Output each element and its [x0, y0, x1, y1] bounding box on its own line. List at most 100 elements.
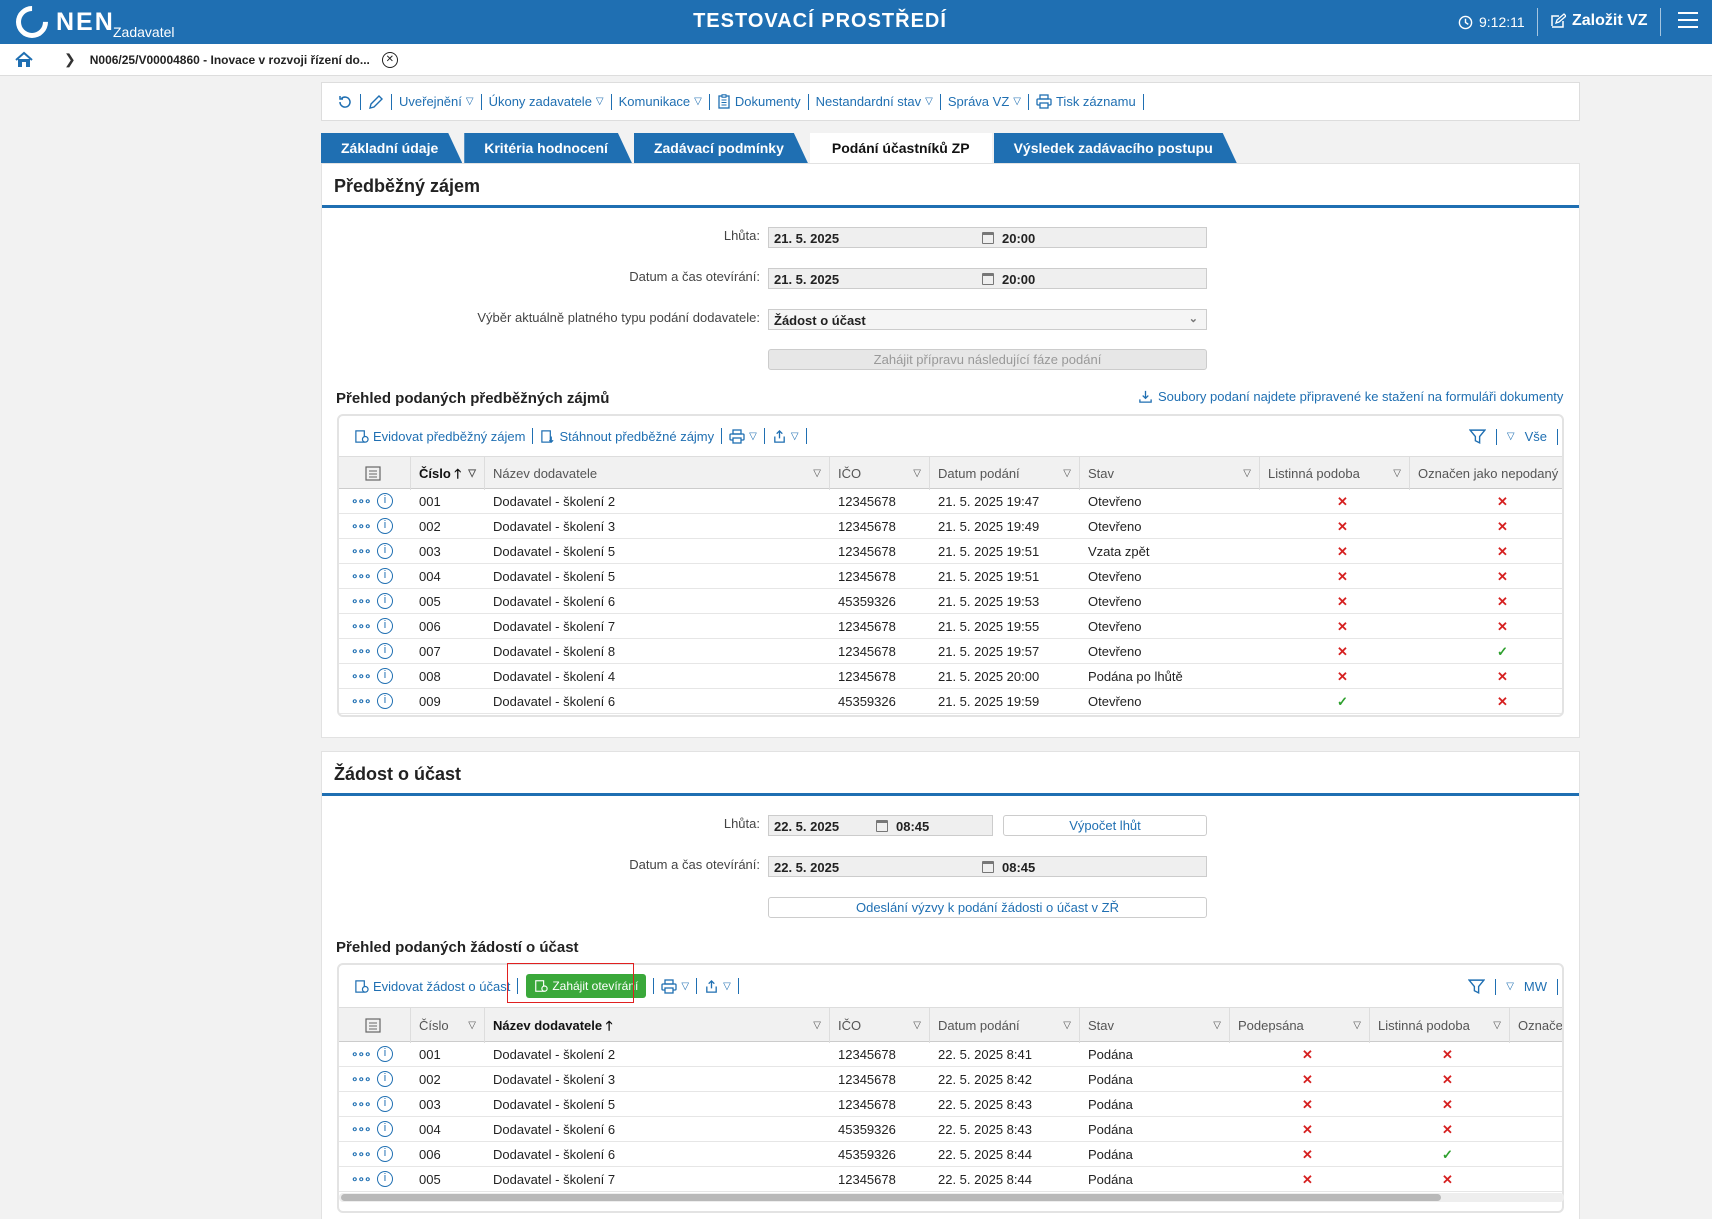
- table-row[interactable]: ∘∘∘ i 001 Dodavatel - školení 2 12345678 21. …: [339, 489, 1562, 514]
- create-contract-button[interactable]: Založit VZ: [1550, 12, 1648, 30]
- calculate-deadlines-button[interactable]: Výpočet lhůt: [1003, 815, 1207, 836]
- table-row[interactable]: ∘∘∘ i 004 Dodavatel - školení 6 45359326 22. …: [339, 1117, 1562, 1142]
- column-header-date[interactable]: Datum podání ▽: [930, 1008, 1080, 1043]
- info-icon[interactable]: i: [377, 693, 393, 709]
- calendar-icon[interactable]: [982, 861, 994, 873]
- filter-triangle-icon[interactable]: ▽: [913, 1020, 921, 1031]
- print-grid-button[interactable]: ▽: [722, 428, 765, 444]
- refresh-button[interactable]: [330, 93, 361, 110]
- info-icon[interactable]: i: [377, 593, 393, 609]
- export-grid-button[interactable]: ▽: [697, 978, 739, 994]
- export-grid-button[interactable]: ▽: [765, 428, 807, 444]
- horizontal-scrollbar[interactable]: [339, 1193, 1564, 1202]
- column-header-date[interactable]: Datum podání ▽: [930, 457, 1080, 490]
- filter-triangle-icon[interactable]: ▽: [813, 1020, 821, 1031]
- info-icon[interactable]: i: [377, 618, 393, 634]
- filter-triangle-icon[interactable]: ▽: [1493, 1020, 1501, 1031]
- more-actions-icon[interactable]: ∘∘∘: [351, 619, 372, 633]
- menu-contract-management[interactable]: Správa VZ ▽: [941, 93, 1029, 110]
- menu-print-record[interactable]: Tisk záznamu: [1029, 93, 1144, 110]
- filter-all-label[interactable]: Vše: [1524, 429, 1547, 444]
- column-header-ico[interactable]: IČO ▽: [830, 1008, 930, 1043]
- tab-tender-conditions[interactable]: Zadávací podmínky: [634, 133, 808, 163]
- column-header-number[interactable]: Číslo 🡑 ▽: [411, 457, 485, 490]
- column-settings-icon[interactable]: [339, 1008, 411, 1043]
- breadcrumb-contract[interactable]: N006/25/V00004860 - Inovace v rozvoji ří…: [89, 52, 370, 67]
- more-actions-icon[interactable]: ∘∘∘: [351, 494, 372, 508]
- info-icon[interactable]: i: [377, 1046, 393, 1062]
- register-interest-button[interactable]: Evidovat předběžný zájem: [347, 428, 534, 444]
- column-settings-icon[interactable]: [339, 457, 411, 490]
- scrollbar-thumb[interactable]: [341, 1194, 1441, 1201]
- more-actions-icon[interactable]: ∘∘∘: [351, 694, 372, 708]
- menu-communication[interactable]: Komunikace ▽: [612, 93, 710, 110]
- more-actions-icon[interactable]: ∘∘∘: [351, 544, 372, 558]
- download-note-link[interactable]: Soubory podaní najdete připravené ke sta…: [1138, 389, 1563, 404]
- info-icon[interactable]: i: [377, 668, 393, 684]
- home-icon[interactable]: [14, 50, 34, 70]
- request-opening-field[interactable]: 22. 5. 2025 08:45: [768, 856, 1207, 877]
- request-deadline-field[interactable]: 22. 5. 2025 08:45: [768, 815, 993, 836]
- info-icon[interactable]: i: [377, 1146, 393, 1162]
- more-actions-icon[interactable]: ∘∘∘: [351, 1047, 372, 1061]
- filter-triangle-icon[interactable]: ▽: [468, 1020, 476, 1031]
- more-actions-icon[interactable]: ∘∘∘: [351, 594, 372, 608]
- column-header-paper[interactable]: Listinná podoba ▽: [1370, 1008, 1510, 1043]
- menu-documents[interactable]: Dokumenty: [710, 93, 809, 110]
- column-header-state[interactable]: Stav ▽: [1080, 1008, 1230, 1043]
- column-header-signed[interactable]: Podepsána ▽: [1230, 1008, 1370, 1043]
- table-row[interactable]: ∘∘∘ i 002 Dodavatel - školení 3 12345678 21. …: [339, 514, 1562, 539]
- info-icon[interactable]: i: [377, 568, 393, 584]
- info-icon[interactable]: i: [377, 643, 393, 659]
- menu-contractor-actions[interactable]: Úkony zadavatele ▽: [482, 93, 612, 110]
- opening-date-field[interactable]: 21. 5. 2025 20:00: [768, 268, 1207, 289]
- deadline-date-field[interactable]: 21. 5. 2025 20:00: [768, 227, 1207, 248]
- calendar-icon[interactable]: [982, 273, 994, 285]
- filter-triangle-icon[interactable]: ▽: [1063, 468, 1071, 479]
- menu-nonstandard-state[interactable]: Nestandardní stav ▽: [809, 93, 941, 110]
- column-header-ico[interactable]: IČO ▽: [830, 457, 930, 490]
- close-icon[interactable]: ✕: [381, 51, 398, 68]
- more-actions-icon[interactable]: ∘∘∘: [351, 1147, 372, 1161]
- tab-evaluation-criteria[interactable]: Kritéria hodnocení: [464, 133, 632, 163]
- tab-participant-submissions[interactable]: Podání účastníků ZP: [809, 133, 992, 163]
- download-interests-button[interactable]: Stáhnout předběžné zájmy: [533, 428, 723, 444]
- edit-button[interactable]: [361, 93, 392, 110]
- start-opening-button[interactable]: Zahájit otevírání: [526, 974, 647, 998]
- table-row[interactable]: ∘∘∘ i 003 Dodavatel - školení 5 12345678 22. …: [339, 1092, 1562, 1117]
- filter-triangle-icon[interactable]: ▽: [468, 468, 476, 479]
- more-actions-icon[interactable]: ∘∘∘: [351, 569, 372, 583]
- start-next-phase-button[interactable]: Zahájit přípravu následující fáze podání: [768, 349, 1207, 370]
- more-actions-icon[interactable]: ∘∘∘: [351, 1097, 372, 1111]
- send-invitation-button[interactable]: Odeslání výzvy k podání žádosti o účast …: [768, 897, 1207, 918]
- column-header-number[interactable]: Číslo ▽: [411, 1008, 485, 1043]
- more-actions-icon[interactable]: ∘∘∘: [351, 519, 372, 533]
- info-icon[interactable]: i: [377, 1121, 393, 1137]
- tab-basic-info[interactable]: Základní údaje: [321, 133, 462, 163]
- filter-icon[interactable]: [1468, 978, 1486, 995]
- filter-icon[interactable]: [1468, 428, 1486, 445]
- hamburger-menu-icon[interactable]: [1678, 12, 1698, 30]
- table-row[interactable]: ∘∘∘ i 007 Dodavatel - školení 8 12345678 21. …: [339, 639, 1562, 664]
- chevron-down-icon[interactable]: ▽: [1506, 431, 1515, 442]
- more-actions-icon[interactable]: ∘∘∘: [351, 1122, 372, 1136]
- info-icon[interactable]: i: [377, 1171, 393, 1187]
- calendar-icon[interactable]: [982, 232, 994, 244]
- table-row[interactable]: ∘∘∘ i 005 Dodavatel - školení 6 45359326 21. …: [339, 589, 1562, 614]
- print-grid-button[interactable]: ▽: [654, 978, 698, 994]
- table-row[interactable]: ∘∘∘ i 008 Dodavatel - školení 4 12345678 21. …: [339, 664, 1562, 689]
- column-header-name[interactable]: Název dodavatele 🡑 ▽: [485, 1008, 830, 1043]
- more-actions-icon[interactable]: ∘∘∘: [351, 1072, 372, 1086]
- column-header-unsubmitted[interactable]: Označe: [1510, 1008, 1562, 1043]
- filter-triangle-icon[interactable]: ▽: [1243, 468, 1251, 479]
- filter-triangle-icon[interactable]: ▽: [1213, 1020, 1221, 1031]
- more-actions-icon[interactable]: ∘∘∘: [351, 644, 372, 658]
- nen-logo[interactable]: NEN: [9, 0, 115, 45]
- register-request-button[interactable]: Evidovat žádost o účast: [347, 978, 519, 994]
- info-icon[interactable]: i: [377, 1071, 393, 1087]
- info-icon[interactable]: i: [377, 493, 393, 509]
- table-row[interactable]: ∘∘∘ i 005 Dodavatel - školení 7 12345678 22. …: [339, 1167, 1562, 1192]
- table-row[interactable]: ∘∘∘ i 009 Dodavatel - školení 6 45359326 21. …: [339, 689, 1562, 714]
- filter-triangle-icon[interactable]: ▽: [1063, 1020, 1071, 1031]
- table-row[interactable]: ∘∘∘ i 003 Dodavatel - školení 5 12345678 21. …: [339, 539, 1562, 564]
